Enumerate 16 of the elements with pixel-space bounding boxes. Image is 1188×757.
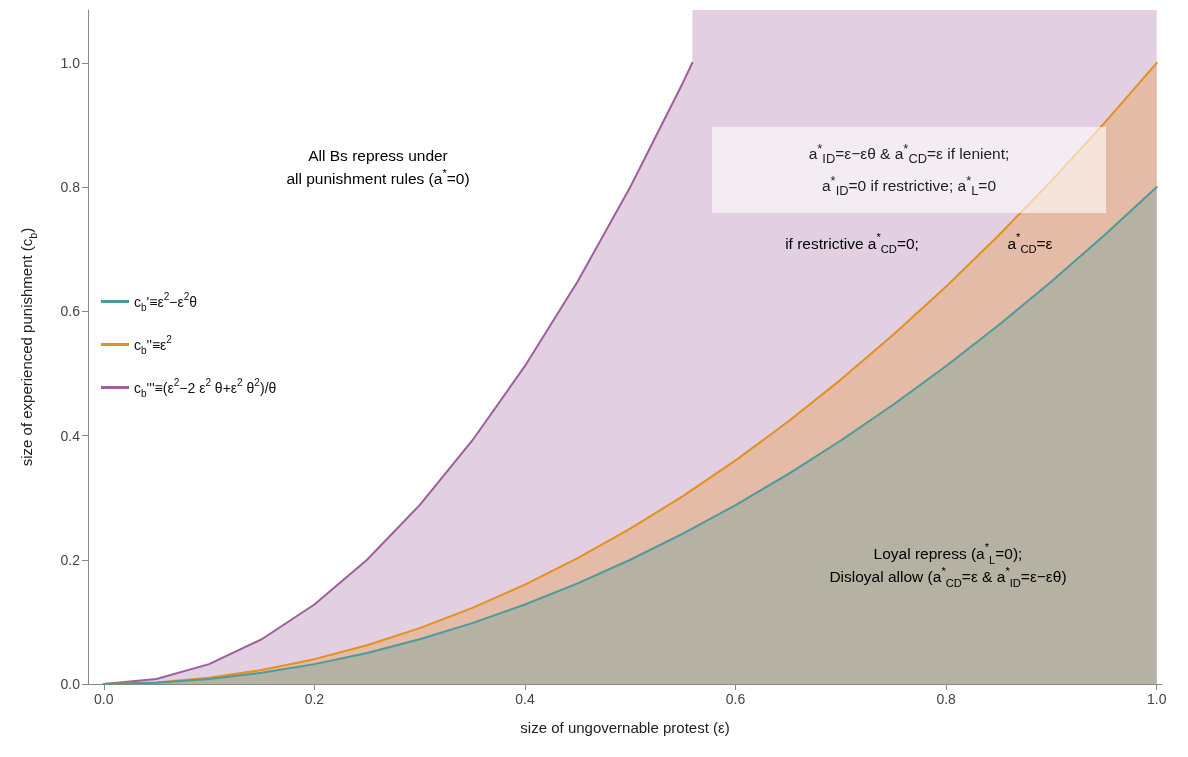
x-axis-title: size of ungovernable protest (ε)	[520, 719, 730, 736]
label-box: a$^{*}$$_{ID}$=ε−εθ & a$^{*}$$_{CD}$=ε if lenient; a$^{*}$$_{ID}$=0 if restrictive; a$^{*}$$_{L}$=0	[712, 127, 1106, 213]
x-tick-label: 1.0	[1147, 691, 1167, 707]
x-tick-label: 0.2	[304, 691, 325, 707]
annotation: All Bs repress under all punishment rules (a*=0)	[286, 146, 470, 188]
y-tick-label: 1.0	[60, 54, 81, 71]
y-tick-label: 0.6	[60, 303, 81, 320]
y-tick-label: 0.4	[60, 427, 81, 444]
x-tick-label: 0.6	[725, 691, 746, 707]
y-axis-title: size of experienced punishment (cb)	[18, 227, 39, 467]
y-tick-label: 0.2	[60, 551, 81, 568]
x-tick-label: 0.8	[936, 691, 957, 707]
y-tick-label: 0.8	[60, 179, 81, 196]
y-tick-label: 0.0	[60, 676, 81, 692]
x-tick-label: 0.0	[94, 691, 114, 707]
x-tick-label: 0.4	[515, 691, 535, 707]
